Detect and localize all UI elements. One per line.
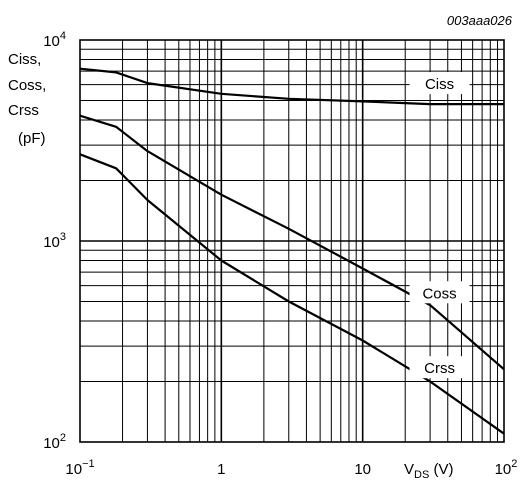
crss-label-bg [409,356,470,379]
coss-curve [79,114,505,371]
y-tick-label: 102 [43,432,66,452]
x-axis-label-text: VDS (V) [404,461,453,481]
x-tick-label: 102 [495,458,518,478]
y-tick-label: 103 [43,231,66,251]
ciss-label-bg [409,72,470,95]
tick-labels: 10−1 1 10 102 102 103 104 [43,30,517,478]
y-axis-label-line: (pF) [18,130,46,147]
grid-lines [80,40,504,442]
y-axis-label: Ciss, Coss, Crss (pF) [8,51,46,147]
x-tick-label: 10−1 [65,458,94,478]
curve-labels: Ciss Coss Crss [409,72,470,379]
x-axis-label: VDS (V) [404,461,453,481]
y-axis-label-line: Coss, [8,77,46,94]
x-tick-label: 10 [354,461,371,478]
y-axis-label-line: Ciss, [8,51,41,68]
plot-frame [79,39,505,443]
ciss-curve [79,67,504,106]
series-curves [79,67,505,435]
crss-label: Crss [424,360,455,377]
ciss-label: Ciss [425,76,454,93]
y-tick-label: 104 [43,30,66,50]
x-tick-label: 1 [217,461,225,478]
coss-label: Coss [422,285,456,302]
y-axis-label-line: Crss [8,102,39,119]
figure-id: 003aaa026 [447,13,513,28]
coss-label-bg [409,281,470,304]
